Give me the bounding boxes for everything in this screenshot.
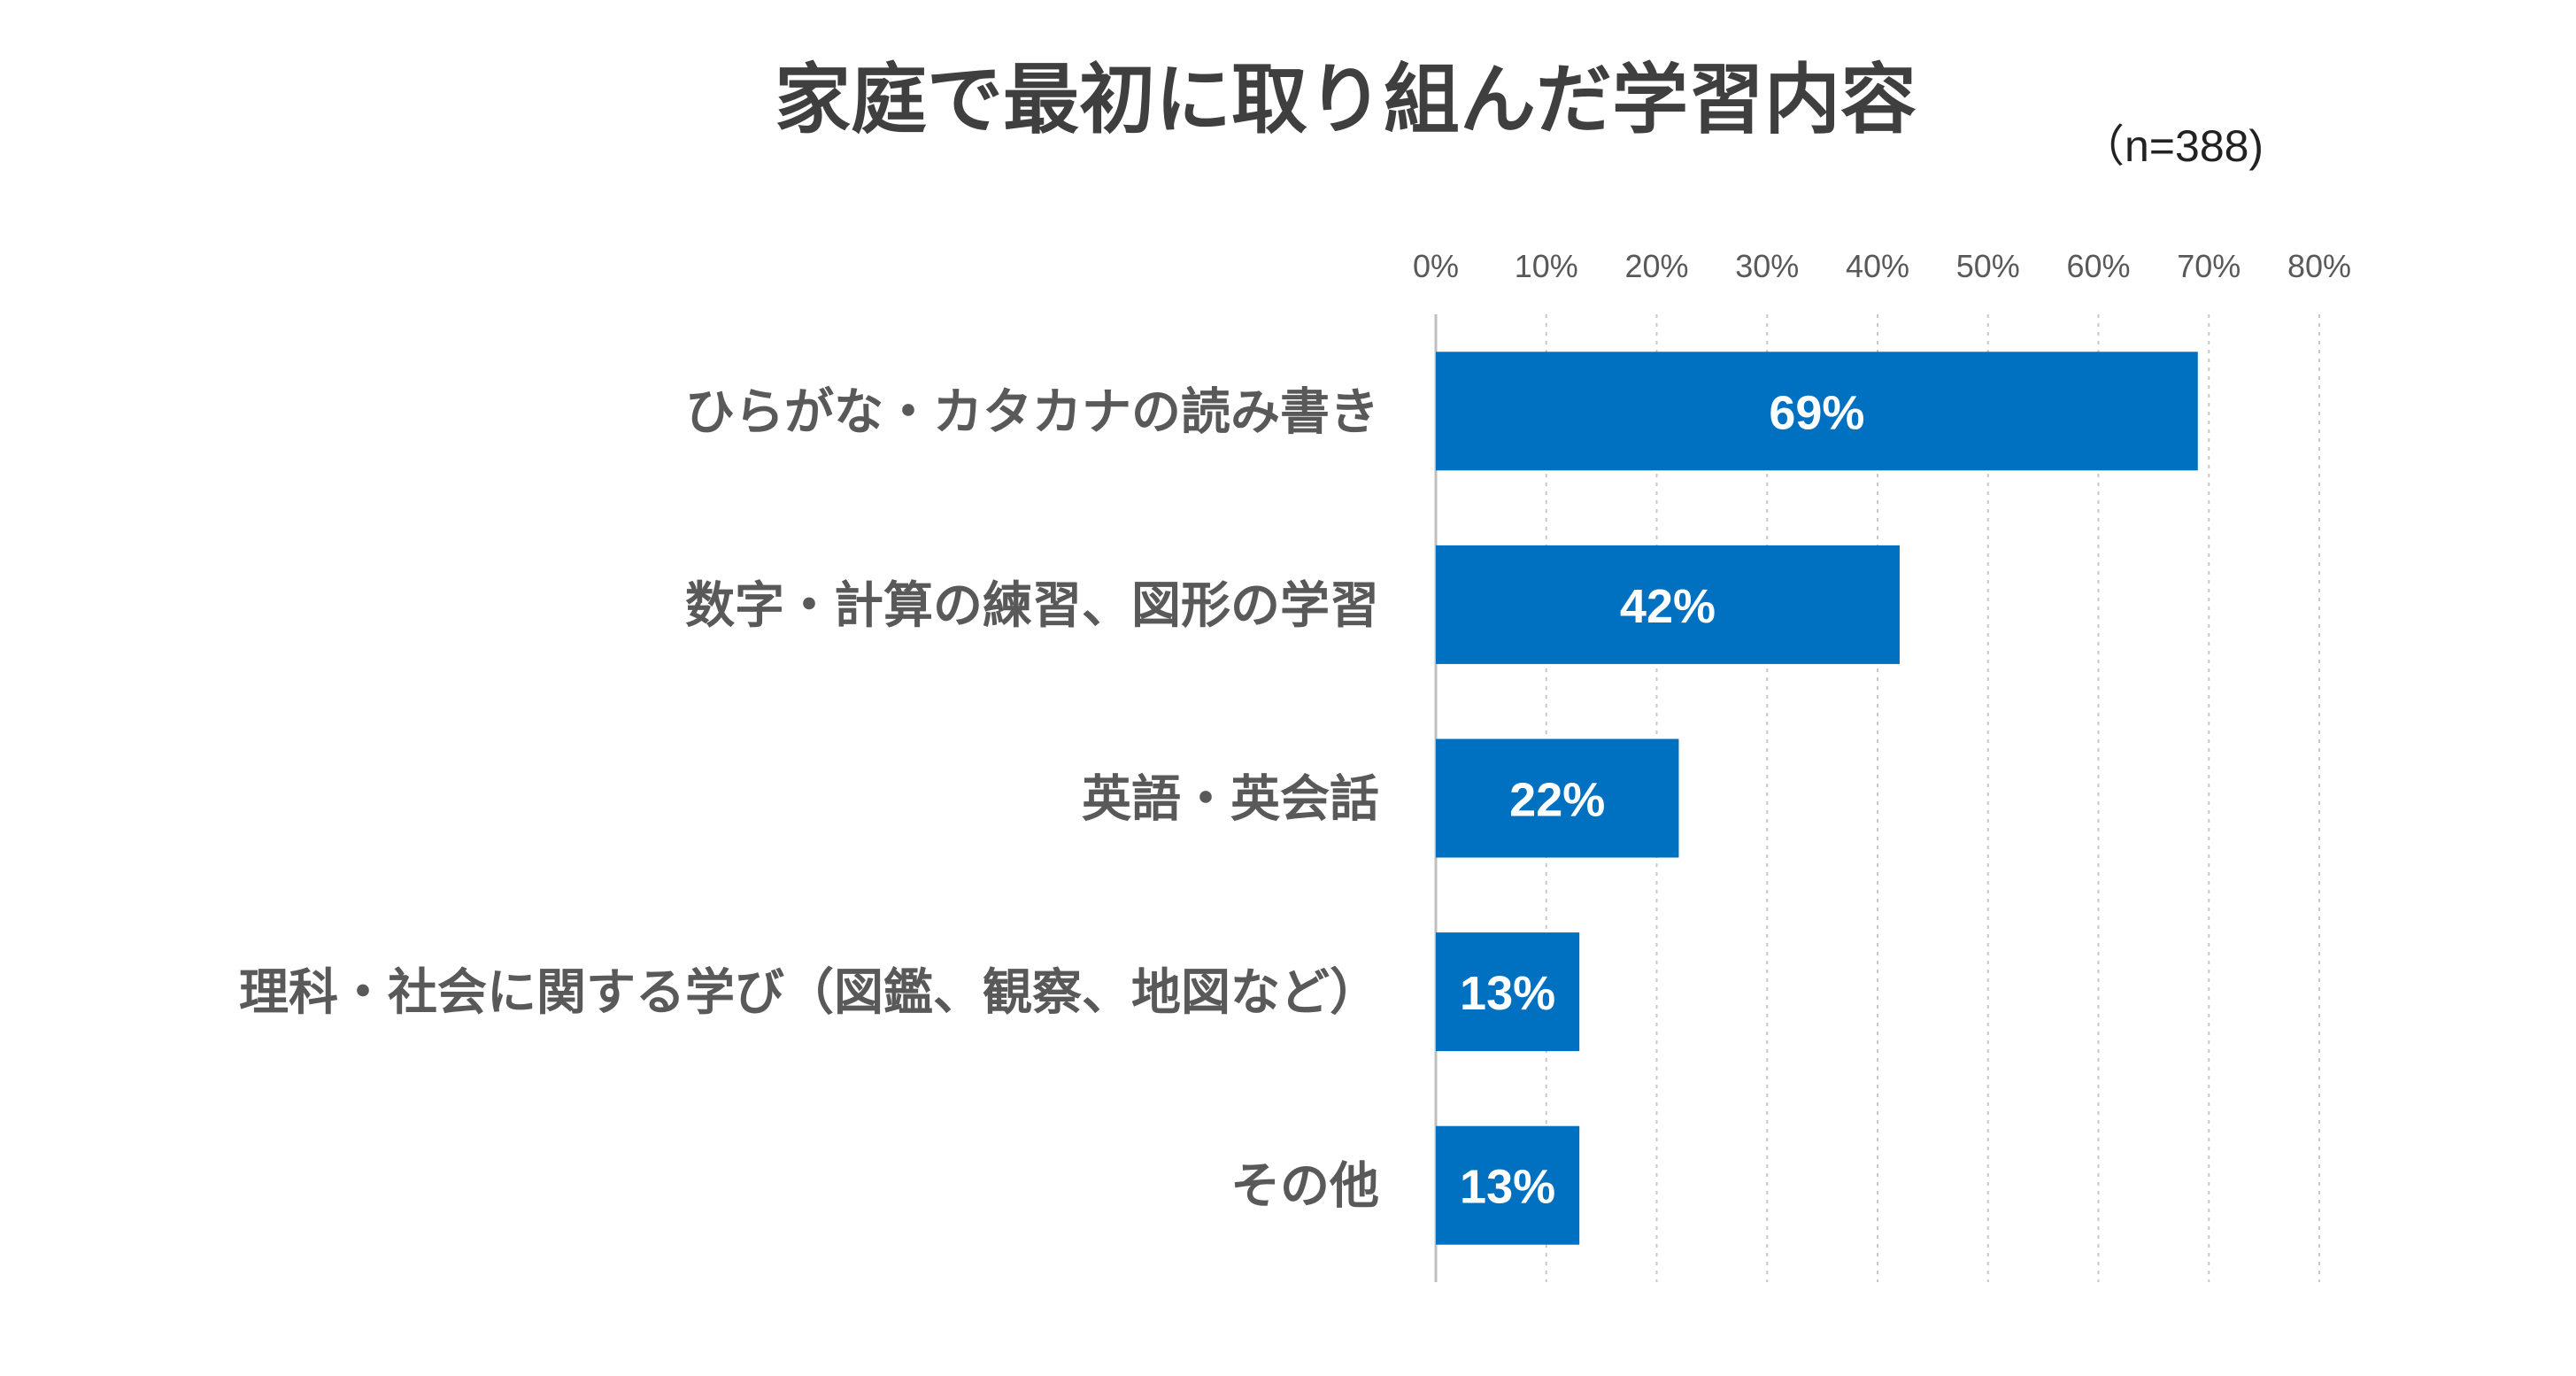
data-label: 42% <box>1620 580 1716 633</box>
category-label: ひらがな・カタカナの読み書き <box>685 383 1379 441</box>
data-label: 22% <box>1509 774 1605 827</box>
category-label: その他 <box>1230 1158 1379 1216</box>
chart-title: 家庭で最初に取り組んだ学習内容 <box>775 56 1917 144</box>
data-labels: 69% 42% 22% 13% 13% <box>1460 386 1864 1213</box>
x-tick-label: 80% <box>2287 248 2351 284</box>
gridlines <box>1434 314 2320 1282</box>
x-tick-label: 40% <box>1846 248 1909 284</box>
category-labels: ひらがな・カタカナの読み書き数字・計算の練習、図形の学習英語・英会話理科・社会に… <box>239 383 1379 1215</box>
bar <box>1436 738 1679 858</box>
data-label: 13% <box>1460 967 1555 1020</box>
x-tick-label: 30% <box>1735 248 1799 284</box>
bars <box>1436 352 2198 1245</box>
x-tick-label: 50% <box>1956 248 2020 284</box>
x-tick-label: 60% <box>2066 248 2130 284</box>
data-label: 69% <box>1769 386 1864 439</box>
x-tick-label: 10% <box>1515 248 1578 284</box>
bar <box>1436 932 1580 1052</box>
category-label: 数字・計算の練習、図形の学習 <box>685 577 1379 635</box>
x-axis-ticks: 0% 10% 20% 30% 40% 50% 60% 70% 80% <box>1413 248 2351 284</box>
x-tick-label: 0% <box>1413 248 1459 284</box>
bar <box>1436 352 2198 471</box>
chart-subtitle: （n=388) <box>2080 121 2264 171</box>
bar <box>1436 1125 1580 1245</box>
bar <box>1436 545 1900 664</box>
data-label: 13% <box>1460 1161 1555 1214</box>
category-label: 理科・社会に関する学び（図鑑、観察、地図など） <box>239 964 1379 1022</box>
x-tick-label: 70% <box>2177 248 2241 284</box>
x-tick-label: 20% <box>1624 248 1688 284</box>
category-label: 英語・英会話 <box>1082 771 1379 829</box>
